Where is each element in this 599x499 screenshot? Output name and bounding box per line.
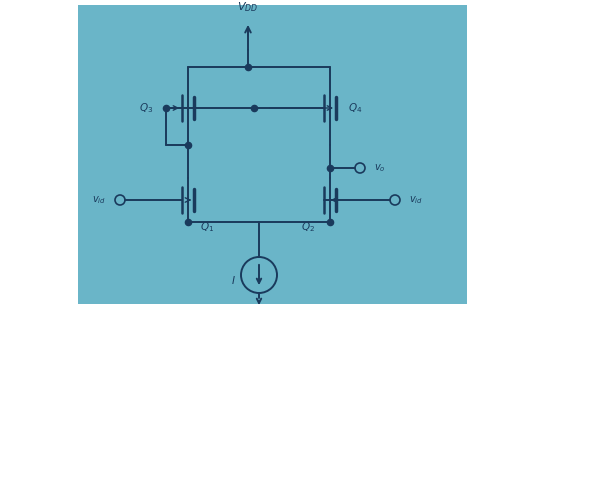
Text: Find the bias current / for which the gain: Find the bias current / for which the ga… (18, 392, 282, 405)
Text: $v_{id}$: $v_{id}$ (409, 194, 423, 206)
Point (183, 141, 193, 149)
Text: $Q_1$: $Q_1$ (200, 220, 214, 234)
Text: $Q_3$: $Q_3$ (139, 101, 153, 115)
Text: In the active-loaded differential amplifier of the form shown in Fig. 1, all: In the active-loaded differential amplif… (18, 330, 478, 343)
Text: transistors are characterized by k’(W/L) =400uA/V2, and |VA|=20V.: transistors are characterized by k’(W/L)… (18, 355, 447, 368)
Point (243, 63, 253, 71)
Text: $I$: $I$ (231, 274, 236, 286)
Text: =100V/V.: =100V/V. (318, 392, 382, 405)
Text: vo/vid: vo/vid (276, 392, 319, 405)
Point (325, 164, 335, 172)
Point (183, 218, 193, 226)
Text: $Q_4$: $Q_4$ (348, 101, 362, 115)
Point (325, 218, 335, 226)
Text: $V_{DD}$: $V_{DD}$ (237, 0, 259, 14)
Point (249, 104, 259, 112)
Text: $Q_2$: $Q_2$ (301, 220, 315, 234)
Text: $v_o$: $v_o$ (374, 162, 386, 174)
Point (161, 104, 171, 112)
Text: $v_{id}$: $v_{id}$ (92, 194, 106, 206)
